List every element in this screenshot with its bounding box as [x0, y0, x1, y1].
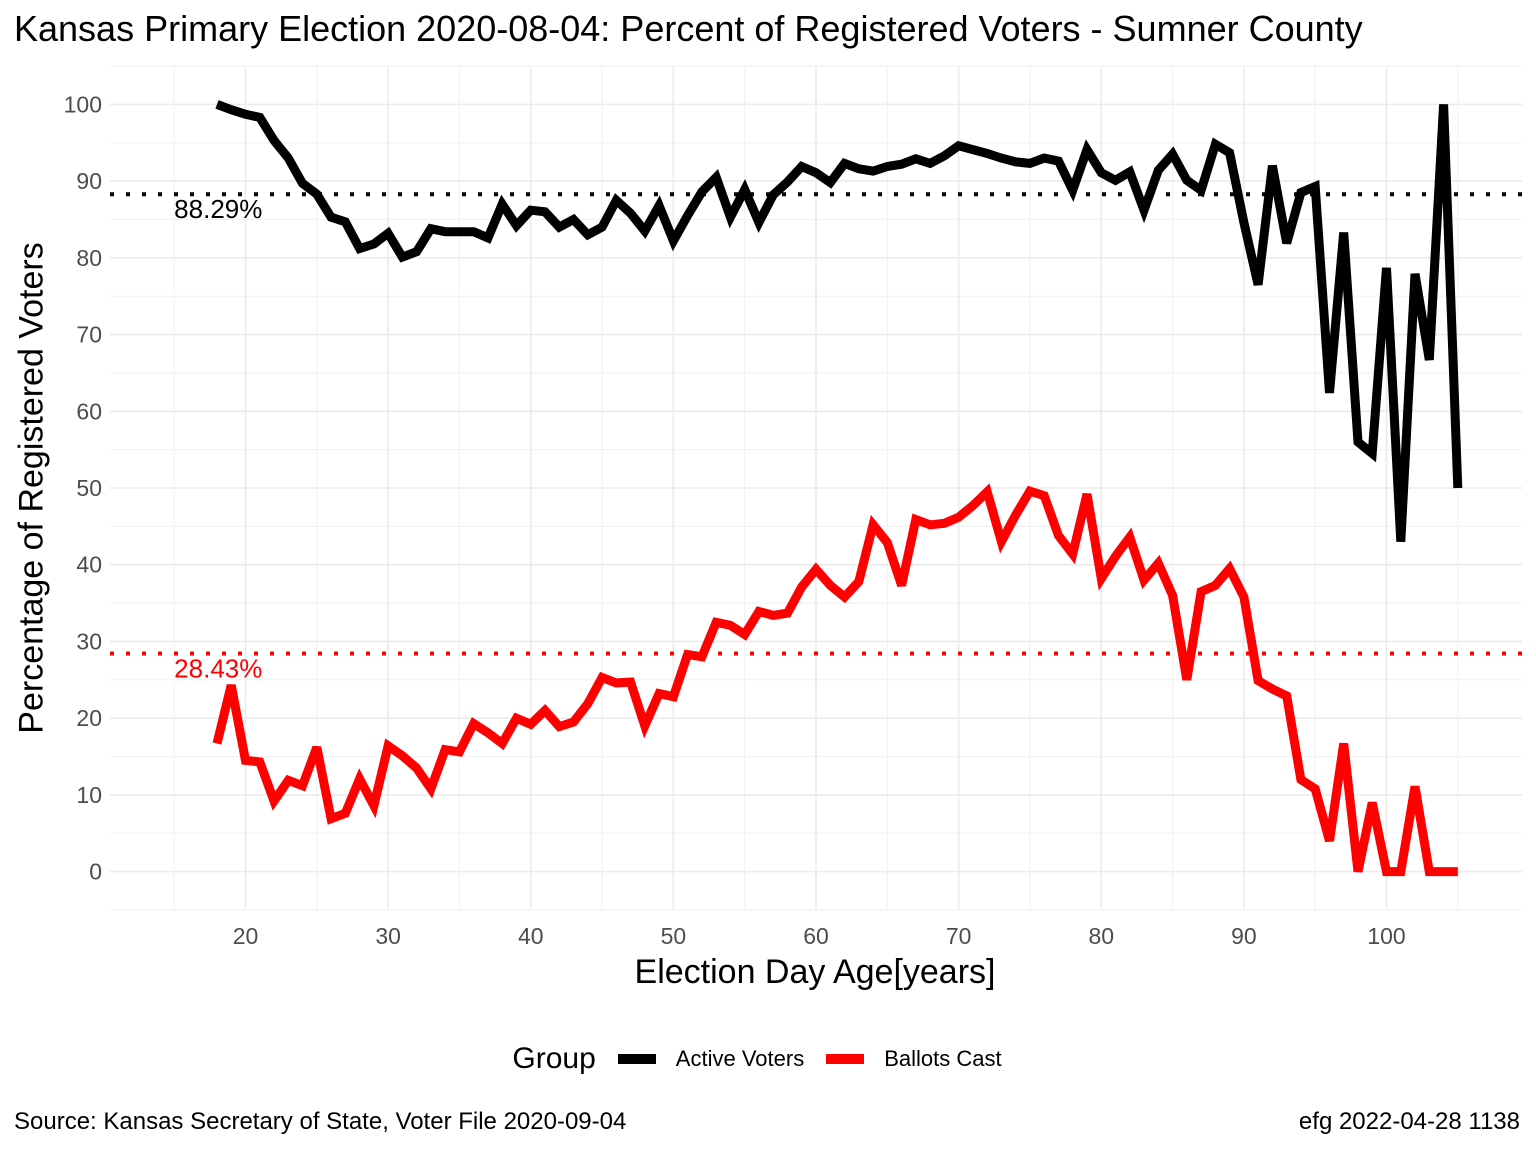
source-caption: Source: Kansas Secretary of State, Voter…	[14, 1108, 627, 1135]
x-tick-labels: 20 30 40 50 60 70 80 90 100	[233, 923, 1406, 949]
reference-label: 88.29%	[174, 194, 262, 224]
chart-title: Kansas Primary Election 2020-08-04: Perc…	[14, 8, 1363, 49]
reference-labels: 88.29% 28.43%	[174, 194, 262, 683]
y-tick-label: 30	[76, 628, 102, 654]
y-tick-label: 20	[76, 705, 102, 731]
x-tick-label: 40	[518, 923, 544, 949]
x-tick-label: 20	[233, 923, 259, 949]
legend: Group Active Voters Ballots Cast	[0, 1042, 1536, 1076]
y-tick-label: 50	[76, 475, 102, 501]
legend-key-active-voters	[617, 1054, 656, 1064]
y-tick-label: 90	[76, 168, 102, 194]
y-tick-labels: 0 10 20 30 40 50 60 70 80 90 100	[64, 91, 102, 884]
x-tick-label: 90	[1231, 923, 1257, 949]
legend-title: Group	[512, 1042, 596, 1075]
series-lines	[212, 100, 1463, 877]
legend-item-active-voters: Active Voters	[617, 1046, 805, 1072]
grid-major	[110, 66, 1522, 910]
legend-label-ballots-cast: Ballots Cast	[884, 1046, 1002, 1071]
x-tick-label: 60	[803, 923, 829, 949]
reference-lines	[110, 192, 1522, 656]
x-tick-label: 70	[946, 923, 972, 949]
x-tick-label: 50	[661, 923, 687, 949]
x-tick-label: 30	[375, 923, 401, 949]
series-line-active-voters	[215, 100, 1463, 542]
y-tick-label: 80	[76, 245, 102, 271]
legend-key-ballots-cast	[826, 1054, 865, 1064]
y-tick-label: 60	[76, 398, 102, 424]
legend-item-ballots-cast: Ballots Cast	[826, 1046, 1002, 1072]
y-tick-label: 70	[76, 322, 102, 348]
legend-label-active-voters: Active Voters	[675, 1046, 805, 1071]
y-tick-label: 40	[76, 552, 102, 578]
x-axis-label: Election Day Age[years]	[634, 953, 996, 991]
y-tick-label: 100	[64, 91, 102, 117]
y-tick-label: 10	[76, 782, 102, 808]
y-axis-label: Percentage of Registered Voters	[12, 242, 51, 734]
author-stamp: efg 2022-04-28 1138	[1298, 1108, 1520, 1135]
x-tick-label: 100	[1367, 923, 1405, 949]
series-line-ballots-cast	[212, 483, 1458, 877]
y-tick-label: 0	[89, 859, 102, 885]
reference-label: 28.43%	[174, 654, 262, 684]
x-tick-label: 80	[1088, 923, 1114, 949]
